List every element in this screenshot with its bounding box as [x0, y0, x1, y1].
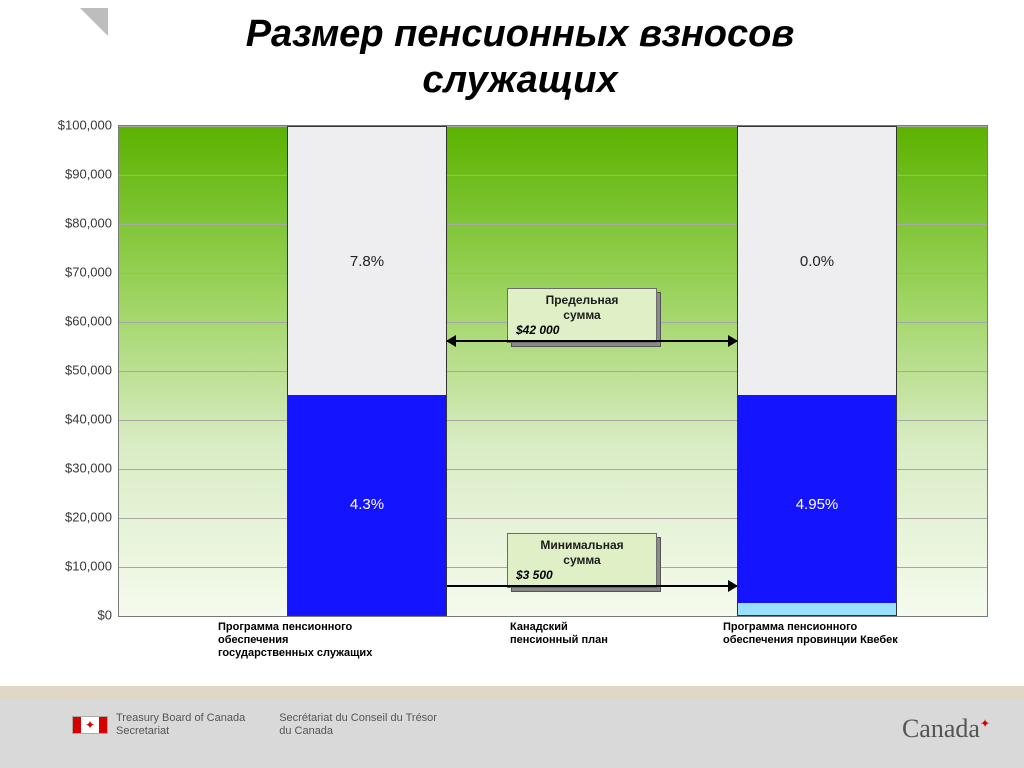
org-en-line1: Treasury Board of Canada	[116, 712, 245, 725]
y-tick-label: $90,000	[38, 167, 112, 182]
bar-upper-segment: 0.0%	[738, 127, 896, 397]
callout-box: Предельнаясумма$42 000	[507, 288, 657, 343]
x-axis-label: Канадскийпенсионный план	[510, 621, 710, 647]
y-tick-label: $20,000	[38, 510, 112, 525]
y-tick-label: $60,000	[38, 314, 112, 329]
bar-bottom-sliver	[738, 603, 896, 615]
x-axis-label: Программа пенсионного обеспечениягосудар…	[218, 621, 418, 661]
callout: Минимальнаясумма$3 500	[507, 533, 657, 588]
callout-arrow	[447, 340, 737, 342]
y-tick-label: $10,000	[38, 559, 112, 574]
title-line-2: служащих	[422, 59, 617, 101]
org-fr-line2: du Canada	[279, 725, 437, 738]
y-tick-label: $0	[38, 608, 112, 623]
callout-arrow	[447, 585, 737, 587]
org-fr-line1: Secrétariat du Conseil du Trésor	[279, 712, 437, 725]
y-tick-label: $100,000	[38, 118, 112, 133]
bar-upper-segment: 7.8%	[288, 127, 446, 397]
title-line-1: Размер пенсионных взносов	[246, 13, 795, 55]
maple-leaf-icon: ✦	[980, 716, 990, 730]
corner-triangle-icon	[80, 8, 108, 36]
canada-wordmark: Canada✦	[902, 714, 990, 744]
footer: ✦ Treasury Board of Canada Secretariat S…	[0, 686, 1024, 768]
canada-flag-icon: ✦	[72, 716, 108, 734]
chart: $0 $10,000 $20,000 $30,000 $40,000 $50,000 $60…	[38, 125, 998, 665]
callout: Предельнаясумма$42 000	[507, 288, 657, 343]
org-french: Secrétariat du Conseil du Trésor du Cana…	[279, 712, 437, 738]
y-tick-label: $40,000	[38, 412, 112, 427]
y-tick-label: $50,000	[38, 363, 112, 378]
slide: Размер пенсионных взносов служащих $0 $10…	[0, 0, 1024, 768]
org-en-line2: Secretariat	[116, 725, 245, 738]
x-axis-label: Программа пенсионногообеспечения провинц…	[723, 621, 923, 647]
bar-lower-segment: 4.95%	[738, 395, 896, 616]
bar-lower-segment: 4.3%	[288, 395, 446, 616]
org-english: Treasury Board of Canada Secretariat	[116, 712, 245, 738]
y-tick-label: $80,000	[38, 216, 112, 231]
chart-plot-area: 7.8%4.3% 0.0%4.95% Предельнаясумма$42 000 М…	[118, 125, 988, 617]
footer-logo-left: ✦ Treasury Board of Canada Secretariat S…	[72, 712, 437, 738]
callout-box: Минимальнаясумма$3 500	[507, 533, 657, 588]
slide-title: Размер пенсионных взносов служащих	[120, 12, 920, 103]
y-tick-label: $70,000	[38, 265, 112, 280]
wordmark-text: Canada	[902, 714, 980, 743]
bar: 7.8%4.3%	[287, 126, 447, 616]
y-tick-label: $30,000	[38, 461, 112, 476]
bar: 0.0%4.95%	[737, 126, 897, 616]
footer-accent-bar	[0, 686, 1024, 700]
